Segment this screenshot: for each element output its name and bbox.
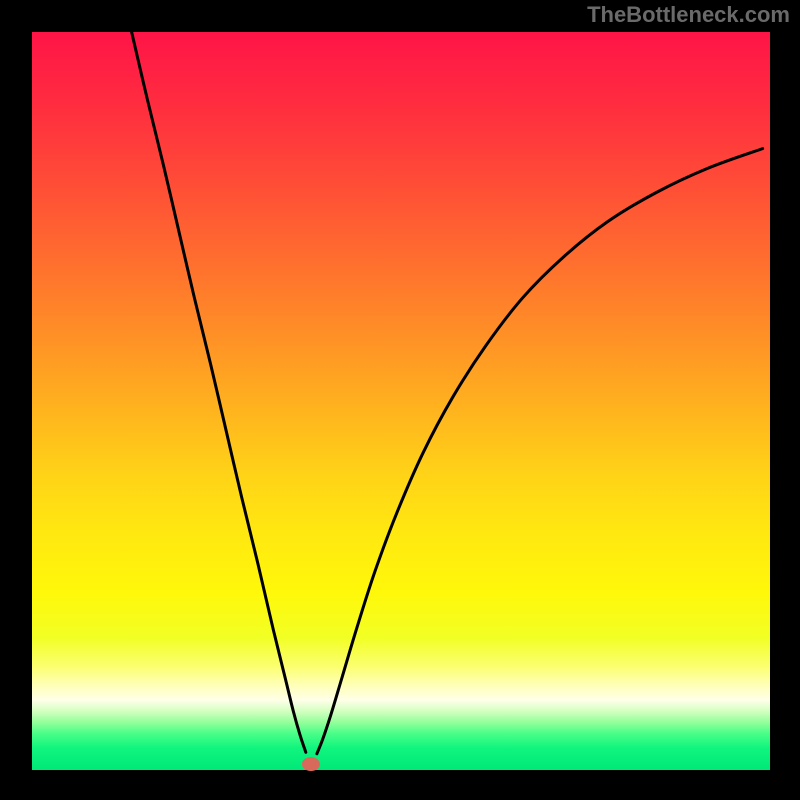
- chart-svg: [0, 0, 800, 800]
- chart-container: TheBottleneck.com: [0, 0, 800, 800]
- curve-left-branch: [132, 32, 306, 752]
- watermark-text: TheBottleneck.com: [587, 2, 790, 28]
- minimum-marker: [302, 757, 320, 771]
- curve-right-branch: [317, 149, 763, 754]
